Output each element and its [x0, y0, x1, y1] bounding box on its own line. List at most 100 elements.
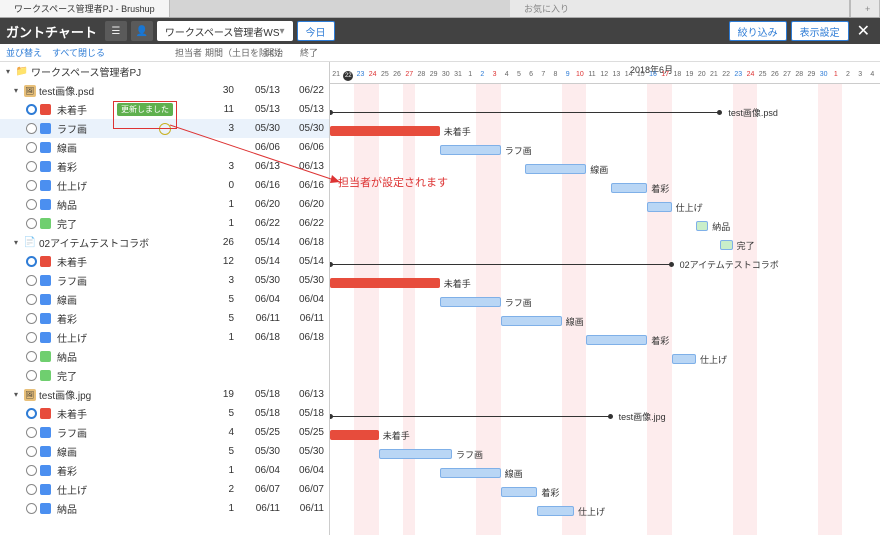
gantt-bar[interactable]: 線画	[330, 464, 880, 483]
gantt-bar[interactable]: ラフ画	[330, 445, 880, 464]
gantt-summary[interactable]: 02アイテムテストコラボ	[330, 255, 880, 274]
step-row[interactable]: 完了106/2206/22	[0, 214, 329, 233]
day-29: 29	[428, 71, 440, 83]
step-row[interactable]: 仕上げ206/0706/07	[0, 480, 329, 499]
day-14: 14	[623, 71, 635, 83]
day-7: 7	[537, 71, 549, 83]
col-end: 終了	[300, 46, 318, 59]
gantt-area: 2018年6月 21222324252627282930311234567891…	[330, 62, 880, 535]
step-row[interactable]: ラフ画405/2505/25	[0, 423, 329, 442]
day-23: 23	[732, 71, 744, 83]
tab-add[interactable]: +	[850, 0, 880, 17]
day-2: 2	[842, 71, 854, 83]
step-row[interactable]: 線画505/3005/30	[0, 442, 329, 461]
gantt-summary[interactable]: test画像.psd	[330, 103, 880, 122]
main-area: ▾📁ワークスペース管理者PJ▾🖼test画像.psd3005/1306/22未着…	[0, 62, 880, 535]
day-30: 30	[440, 71, 452, 83]
calendar-header: 2018年6月 21222324252627282930311234567891…	[330, 62, 880, 84]
step-row[interactable]: 着彩106/0406/04	[0, 461, 329, 480]
page-title: ガントチャート	[6, 22, 97, 41]
step-row[interactable]: ラフ画305/3005/30	[0, 271, 329, 290]
close-icon[interactable]: ✕	[857, 21, 870, 41]
day-1: 1	[464, 71, 476, 83]
day-27: 27	[403, 71, 415, 83]
root-row[interactable]: ▾📁ワークスペース管理者PJ	[0, 62, 329, 81]
day-28: 28	[793, 71, 805, 83]
item-row[interactable]: ▾📄02アイテムテストコラボ2605/1406/18	[0, 233, 329, 252]
workspace-select[interactable]: ワークスペース管理者WS▾	[157, 21, 293, 41]
task-list: ▾📁ワークスペース管理者PJ▾🖼test画像.psd3005/1306/22未着…	[0, 62, 330, 535]
col-assignee: 担当者	[175, 46, 202, 59]
day-23: 23	[354, 71, 366, 83]
gantt-bar[interactable]: 仕上げ	[330, 350, 880, 369]
display-button[interactable]: 表示設定	[791, 21, 849, 41]
day-12: 12	[598, 71, 610, 83]
day-10: 10	[574, 71, 586, 83]
day-24: 24	[744, 71, 756, 83]
gantt-bar[interactable]: 未着手	[330, 122, 880, 141]
step-row[interactable]: 仕上げ106/1806/18	[0, 328, 329, 347]
day-13: 13	[610, 71, 622, 83]
item-row[interactable]: ▾🖼test画像.jpg1905/1806/13	[0, 385, 329, 404]
day-25: 25	[379, 71, 391, 83]
gantt-bar[interactable]: 着彩	[330, 331, 880, 350]
step-row[interactable]: 線画06/0606/06	[0, 138, 329, 157]
gantt-bar[interactable]: ラフ画	[330, 141, 880, 160]
day-1: 1	[830, 71, 842, 83]
gantt-bar[interactable]: 線画	[330, 312, 880, 331]
step-row[interactable]: 未着手1205/1405/14	[0, 252, 329, 271]
step-row[interactable]: 未着手505/1805/18	[0, 404, 329, 423]
filter-button[interactable]: 絞り込み	[729, 21, 787, 41]
gantt-bar[interactable]: ラフ画	[330, 293, 880, 312]
step-row[interactable]: ラフ画305/3005/30	[0, 119, 329, 138]
day-3: 3	[488, 71, 500, 83]
step-row[interactable]: 着彩506/1106/11	[0, 309, 329, 328]
day-6: 6	[525, 71, 537, 83]
gantt-bar[interactable]: 仕上げ	[330, 198, 880, 217]
gantt-bar[interactable]: 未着手	[330, 426, 880, 445]
gantt-summary[interactable]: test画像.jpg	[330, 407, 880, 426]
day-22: 22	[342, 71, 354, 83]
tab-main[interactable]: ワークスペース管理者PJ - Brushup	[0, 0, 170, 17]
collapse-link[interactable]: すべて閉じる	[52, 46, 105, 59]
day-20: 20	[696, 71, 708, 83]
day-31: 31	[452, 71, 464, 83]
day-21: 21	[708, 71, 720, 83]
step-row[interactable]: 納品106/1106/11	[0, 499, 329, 518]
today-button[interactable]: 今日	[297, 21, 335, 41]
gantt-bar[interactable]: 仕上げ	[330, 502, 880, 521]
col-start: 開始	[265, 46, 283, 59]
layout-icon[interactable]: ☰	[105, 21, 127, 41]
item-row[interactable]: ▾🖼test画像.psd3005/1306/22	[0, 81, 329, 100]
step-row[interactable]: 未着手更新しました1105/1305/13	[0, 100, 329, 119]
day-3: 3	[854, 71, 866, 83]
day-8: 8	[549, 71, 561, 83]
step-row[interactable]: 完了	[0, 366, 329, 385]
gantt-bar[interactable]: 未着手	[330, 274, 880, 293]
gantt-bar[interactable]: 完了	[330, 236, 880, 255]
step-row[interactable]: 納品106/2006/20	[0, 195, 329, 214]
day-17: 17	[659, 71, 671, 83]
day-24: 24	[367, 71, 379, 83]
day-22: 22	[720, 71, 732, 83]
day-30: 30	[818, 71, 830, 83]
step-row[interactable]: 仕上げ006/1606/16	[0, 176, 329, 195]
day-26: 26	[769, 71, 781, 83]
day-26: 26	[391, 71, 403, 83]
tab-bar: ワークスペース管理者PJ - Brushup お気に入り +	[0, 0, 880, 18]
gantt-bar[interactable]: 線画	[330, 160, 880, 179]
step-row[interactable]: 線画506/0406/04	[0, 290, 329, 309]
day-2: 2	[476, 71, 488, 83]
gantt-bar[interactable]: 着彩	[330, 483, 880, 502]
day-27: 27	[781, 71, 793, 83]
day-25: 25	[757, 71, 769, 83]
step-row[interactable]: 納品	[0, 347, 329, 366]
step-row[interactable]: 着彩306/1306/13	[0, 157, 329, 176]
gantt-bar[interactable]: 着彩	[330, 179, 880, 198]
toolbar: ガントチャート ☰ 👤 ワークスペース管理者WS▾ 今日 絞り込み 表示設定 ✕	[0, 18, 880, 44]
day-4: 4	[866, 71, 878, 83]
sort-link[interactable]: 並び替え	[6, 46, 42, 59]
user-icon[interactable]: 👤	[131, 21, 153, 41]
gantt-bar[interactable]: 納品	[330, 217, 880, 236]
tab-favorites[interactable]: お気に入り	[510, 0, 850, 17]
